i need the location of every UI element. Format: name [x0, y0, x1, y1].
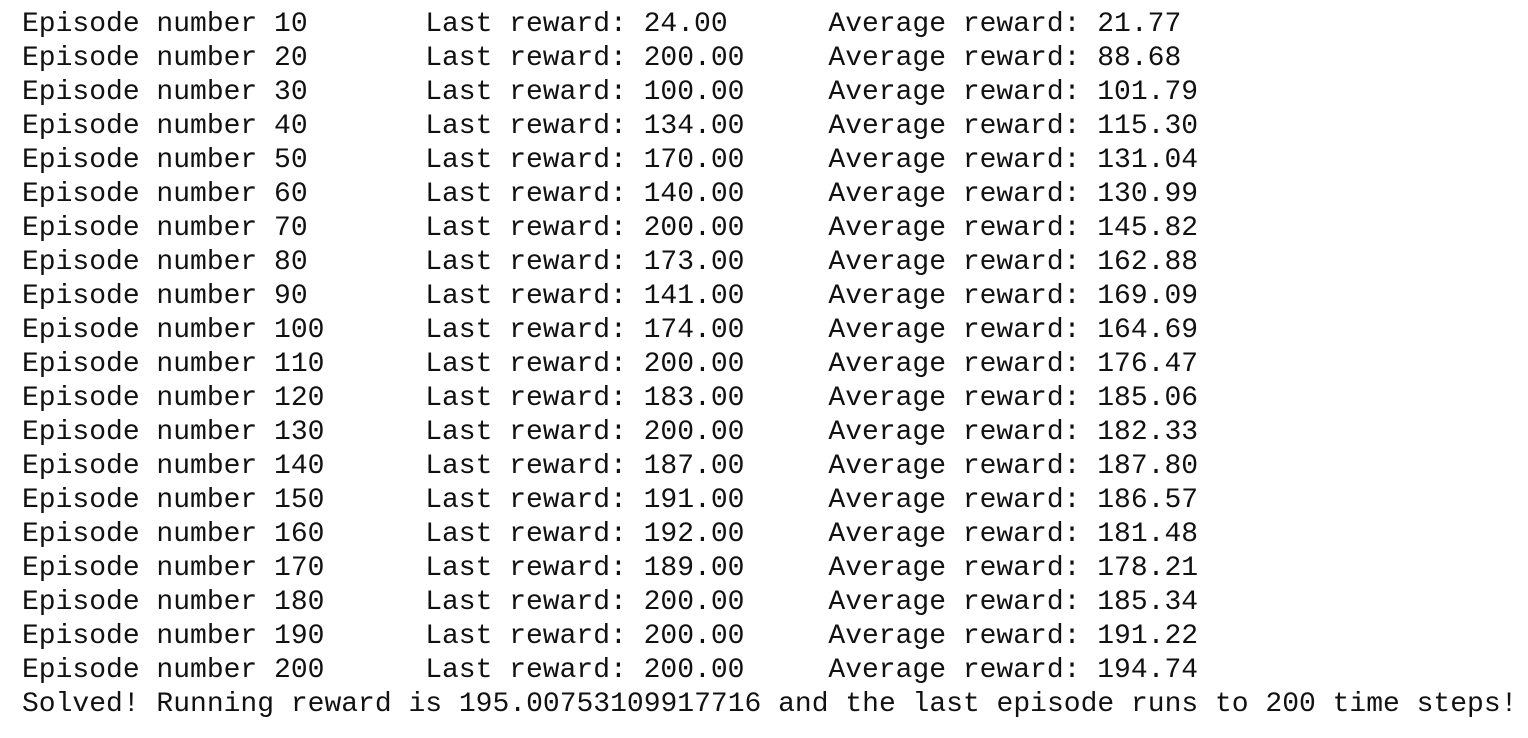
average-reward-text: Average reward: 185.06	[828, 383, 1199, 414]
last-reward-text: Last reward: 191.00	[425, 485, 745, 516]
episode-text: Episode number 170	[22, 553, 325, 584]
episode-text: Episode number 40	[22, 111, 308, 142]
episode-text: Episode number 50	[22, 145, 308, 176]
average-reward-text: Average reward: 131.04	[828, 145, 1199, 176]
average-reward-text: Average reward: 185.34	[828, 587, 1199, 618]
last-reward-text: Last reward: 140.00	[425, 179, 745, 210]
average-reward-text: Average reward: 169.09	[828, 281, 1199, 312]
episode-text: Episode number 80	[22, 247, 308, 278]
average-reward-text: Average reward: 115.30	[828, 111, 1199, 142]
last-reward-text: Last reward: 200.00	[425, 621, 745, 652]
last-reward-text: Last reward: 141.00	[425, 281, 745, 312]
last-reward-text: Last reward: 173.00	[425, 247, 745, 278]
last-reward-text: Last reward: 200.00	[425, 587, 745, 618]
average-reward-text: Average reward: 176.47	[828, 349, 1199, 380]
episode-text: Episode number 70	[22, 213, 308, 244]
last-reward-text: Last reward: 183.00	[425, 383, 745, 414]
episode-text: Episode number 110	[22, 349, 325, 380]
average-reward-text: Average reward: 145.82	[828, 213, 1199, 244]
last-reward-text: Last reward: 134.00	[425, 111, 745, 142]
last-reward-text: Last reward: 189.00	[425, 553, 745, 584]
episode-text: Episode number 120	[22, 383, 325, 414]
episode-text: Episode number 160	[22, 519, 325, 550]
average-reward-text: Average reward: 164.69	[828, 315, 1199, 346]
episode-text: Episode number 90	[22, 281, 308, 312]
episode-text: Episode number 30	[22, 77, 308, 108]
episode-text: Episode number 130	[22, 417, 325, 448]
last-reward-text: Last reward: 200.00	[425, 349, 745, 380]
average-reward-text: Average reward: 88.68	[828, 43, 1182, 74]
episode-text: Episode number 140	[22, 451, 325, 482]
average-reward-text: Average reward: 194.74	[828, 655, 1199, 686]
last-reward-text: Last reward: 200.00	[425, 213, 745, 244]
episode-text: Episode number 190	[22, 621, 325, 652]
average-reward-text: Average reward: 101.79	[828, 77, 1199, 108]
episode-text: Episode number 150	[22, 485, 325, 516]
episode-text: Episode number 20	[22, 43, 308, 74]
average-reward-text: Average reward: 130.99	[828, 179, 1199, 210]
average-reward-text: Average reward: 187.80	[828, 451, 1199, 482]
average-reward-text: Average reward: 162.88	[828, 247, 1199, 278]
last-reward-text: Last reward: 24.00	[425, 9, 728, 40]
episode-text: Episode number 60	[22, 179, 308, 210]
last-reward-text: Last reward: 100.00	[425, 77, 745, 108]
last-reward-text: Last reward: 187.00	[425, 451, 745, 482]
last-reward-text: Last reward: 200.00	[425, 417, 745, 448]
episode-text: Episode number 100	[22, 315, 325, 346]
average-reward-text: Average reward: 178.21	[828, 553, 1199, 584]
average-reward-text: Average reward: 186.57	[828, 485, 1199, 516]
last-reward-text: Last reward: 170.00	[425, 145, 745, 176]
last-reward-text: Last reward: 200.00	[425, 655, 745, 686]
average-reward-text: Average reward: 21.77	[828, 9, 1182, 40]
average-reward-text: Average reward: 182.33	[828, 417, 1199, 448]
average-reward-text: Average reward: 191.22	[828, 621, 1199, 652]
average-reward-text: Average reward: 181.48	[828, 519, 1199, 550]
episode-text: Episode number 180	[22, 587, 325, 618]
last-reward-text: Last reward: 192.00	[425, 519, 745, 550]
solved-message: Solved! Running reward is 195.0075310991…	[22, 689, 1518, 720]
last-reward-text: Last reward: 174.00	[425, 315, 745, 346]
last-reward-text: Last reward: 200.00	[425, 43, 745, 74]
episode-text: Episode number 200	[22, 655, 325, 686]
episode-text: Episode number 10	[22, 9, 308, 40]
